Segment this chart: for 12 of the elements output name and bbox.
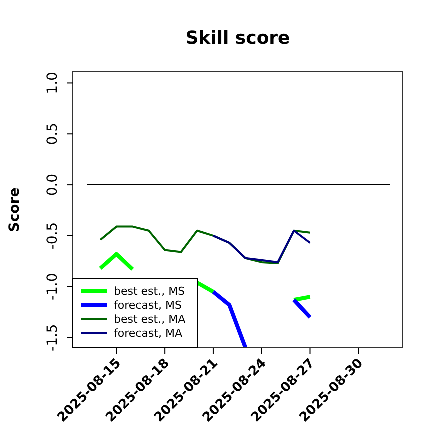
- y-axis-title: Score: [7, 188, 23, 232]
- chart-title: Skill score: [186, 28, 290, 49]
- y-tick-label: 1.0: [45, 72, 61, 94]
- legend-label: best est., MS: [114, 285, 186, 298]
- y-tick-label: -1.5: [45, 324, 61, 352]
- legend-label: forecast, MA: [114, 327, 183, 340]
- legend-label: best est., MA: [114, 313, 186, 326]
- y-tick-label: 0.5: [45, 122, 61, 146]
- y-tick-label: 0.0: [45, 174, 61, 196]
- y-tick-label: -1.0: [45, 273, 61, 301]
- y-tick-label: -0.5: [45, 222, 61, 250]
- legend-label: forecast, MS: [114, 299, 182, 312]
